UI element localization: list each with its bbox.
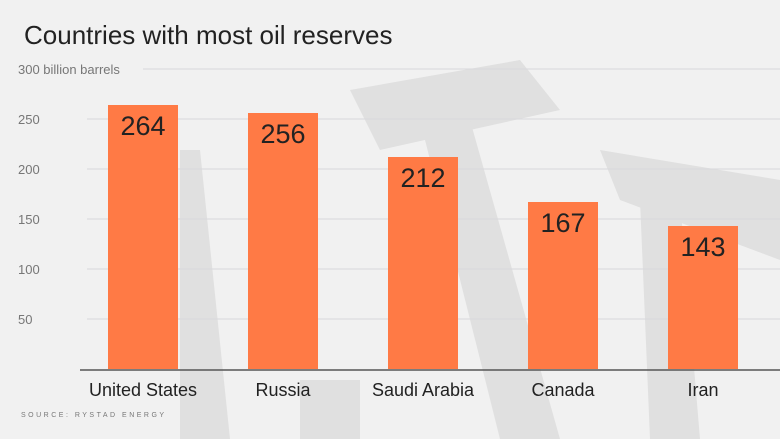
x-tick-label: Russia: [255, 380, 311, 400]
y-tick-label: 50: [18, 312, 32, 327]
x-tick-label: Iran: [687, 380, 718, 400]
x-tick-label: Canada: [531, 380, 595, 400]
data-label: 264: [120, 111, 165, 141]
data-label: 167: [540, 208, 585, 238]
source-note: SOURCE: RYSTAD ENERGY: [21, 412, 167, 419]
data-label: 143: [680, 232, 725, 262]
bar: [388, 157, 458, 369]
bar: [248, 113, 318, 369]
y-tick-label: 100: [18, 262, 40, 277]
bar: [668, 226, 738, 369]
y-tick-label: 300 billion barrels: [18, 62, 120, 77]
chart-title: Countries with most oil reserves: [24, 20, 393, 50]
bar: [528, 202, 598, 369]
bar: [108, 105, 178, 369]
y-tick-label: 150: [18, 212, 40, 227]
y-tick-label: 250: [18, 112, 40, 127]
data-label: 256: [260, 119, 305, 149]
y-tick-label: 200: [18, 162, 40, 177]
data-label: 212: [400, 163, 445, 193]
x-tick-label: United States: [89, 380, 197, 400]
x-tick-label: Saudi Arabia: [372, 380, 475, 400]
